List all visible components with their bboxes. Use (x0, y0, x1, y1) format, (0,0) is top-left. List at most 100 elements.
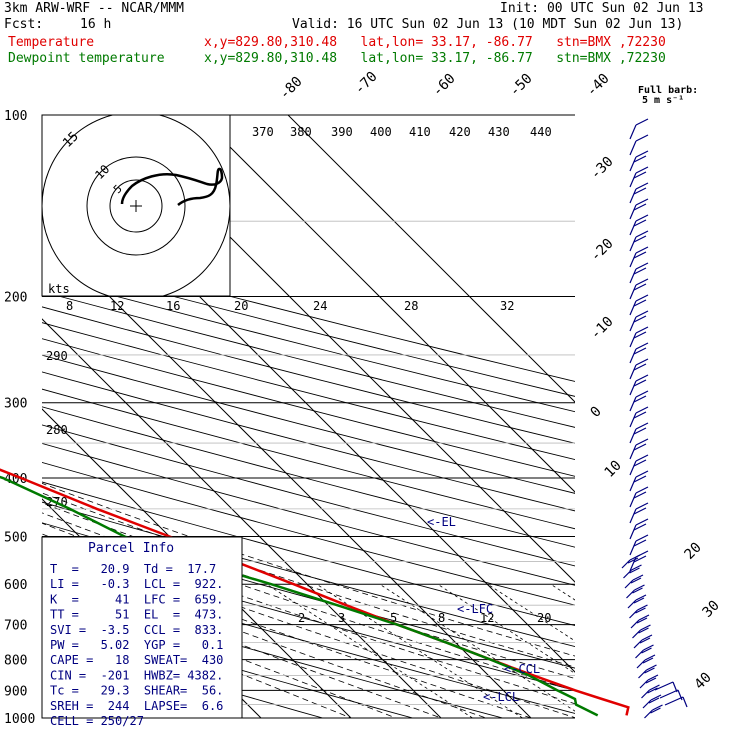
temperature-tick-label: 30 (700, 598, 723, 621)
speed-label: 16 (166, 299, 180, 313)
mixing-ratio-line (437, 583, 575, 674)
parcel-info-row: CELL = 250/27 (50, 714, 144, 728)
wind-barb (629, 140, 637, 156)
theta-label-top: 410 (409, 125, 431, 139)
dry-adiabat (42, 246, 575, 382)
mixing-ratio-labels: 2 3 5 8 12 20 (298, 611, 551, 625)
wind-barb (629, 444, 637, 460)
parcel-info-row: SREH = 244 LAPSE= 6.6 (50, 699, 223, 713)
temperature-tick-label: -60 (430, 71, 459, 100)
speed-label: 12 (110, 299, 124, 313)
theta-label-top: 440 (530, 125, 552, 139)
mixing-ratio-line (487, 583, 575, 642)
wind-barb (642, 699, 652, 709)
theta-label-top: 390 (331, 125, 353, 139)
wind-barb (621, 559, 631, 569)
temperature-tick-label: -10 (588, 314, 617, 343)
temperature-location: x,y=829.80,310.48 lat,lon= 33.17, -86.77… (204, 35, 666, 50)
isotherm (287, 115, 575, 403)
dry-adiabat (42, 261, 575, 397)
temperature-legend: Temperature (8, 35, 95, 50)
wind-barb (629, 348, 637, 364)
pressure-label-500: 500 (4, 530, 27, 545)
theta-label-top: 380 (290, 125, 312, 139)
isotherm (42, 228, 532, 718)
wind-barb (624, 579, 634, 589)
wind-barb (633, 639, 643, 649)
wind-barb (629, 316, 637, 332)
temperature-tick-label: -40 (584, 71, 613, 100)
speed-axis-labels: 8 12 16 20 24 28 32 (66, 299, 514, 313)
pressure-label-1000: 1000 (4, 712, 35, 727)
dry-adiabat (42, 611, 415, 718)
mixing-ratio-label: 12 (480, 611, 494, 625)
lfc-label: <-LFC (457, 602, 493, 616)
parcel-annotations: <-EL <-LFC <-CCL <-LCL (427, 515, 540, 704)
wind-barb (659, 689, 679, 699)
parcel-info-row: CIN = -201 HWBZ= 4382. (50, 668, 223, 682)
dewpoint-legend: Dewpoint temperature (8, 51, 165, 66)
wind-barb (629, 268, 637, 284)
lcl-label: <-LCL (483, 690, 519, 704)
isotherm (42, 408, 352, 718)
temperature-tick-label: 40 (692, 670, 715, 693)
wind-barb (629, 300, 637, 316)
temperature-tick-label: -80 (277, 74, 306, 103)
dry-adiabat (42, 322, 575, 461)
dewpoint-location: x,y=829.80,310.48 lat,lon= 33.17, -86.77… (204, 51, 666, 66)
mixing-ratio-label: 20 (537, 611, 551, 625)
valid-time: Valid: 16 UTC Sun 02 Jun 13 (10 MDT Sun … (292, 17, 684, 32)
parcel-info-box (41, 536, 243, 719)
wind-barb (644, 709, 653, 719)
wind-barb (629, 124, 637, 140)
wind-barb (629, 412, 637, 428)
dry-adiabat (42, 501, 575, 648)
speed-label: 28 (404, 299, 418, 313)
wind-barb (635, 649, 644, 659)
model-title: 3km ARW-WRF -- NCAR/MMM (4, 1, 185, 16)
dry-adiabat (42, 338, 575, 477)
dewpoint-profile (0, 475, 599, 717)
mixing-ratio-line (379, 583, 575, 712)
wind-barb (623, 569, 632, 579)
wind-barb (629, 380, 637, 396)
wind-barb (626, 589, 635, 599)
dry-adiabat (42, 354, 575, 494)
dry-adiabat (42, 588, 505, 718)
dry-adiabat (42, 306, 575, 444)
wind-barb (629, 428, 637, 444)
theta-label-top: 370 (252, 125, 274, 139)
barb-legend-line2: 5 m s⁻¹ (642, 95, 684, 106)
wind-barb (629, 188, 637, 204)
wind-barb (629, 172, 637, 188)
dry-adiabat (42, 461, 575, 606)
wind-barb (636, 659, 646, 669)
wind-barbs (621, 118, 688, 719)
wind-barb (629, 460, 637, 476)
temperature-axis-labels: -80 -70 -60 -50 -40 -30 -20 -10 0 10 20 30 40 (277, 69, 723, 693)
wind-barb (629, 252, 637, 268)
wind-barb (629, 220, 637, 236)
parcel-info-row: PW = 5.02 YGP = 0.1 (50, 638, 223, 652)
wind-barb (629, 156, 637, 172)
ccl-label: <-CCL (504, 662, 540, 676)
mixing-ratio-label: 3 (338, 611, 345, 625)
temperature-tick-label: -30 (588, 154, 617, 183)
pressure-label-300: 300 (4, 397, 27, 412)
mixing-ratio-label: 2 (298, 611, 305, 625)
wind-barb (629, 236, 637, 252)
parcel-info-title: Parcel Info (88, 541, 174, 556)
wind-barb (629, 508, 637, 524)
barb-legend-line1: Full barb: (638, 85, 698, 96)
hodograph: 15 10 5 kts (41, 114, 231, 297)
moist-adiabat (42, 492, 575, 668)
dry-adiabat (42, 481, 575, 627)
wind-barb (629, 364, 637, 380)
speed-label: 8 (66, 299, 73, 313)
speed-label: 24 (313, 299, 327, 313)
parcel-info-row: LI = -0.3 LCL = 922. (50, 577, 223, 591)
wind-barb (639, 679, 649, 689)
temperature-tick-label: 0 (588, 404, 605, 421)
hodograph-units: kts (48, 282, 70, 296)
